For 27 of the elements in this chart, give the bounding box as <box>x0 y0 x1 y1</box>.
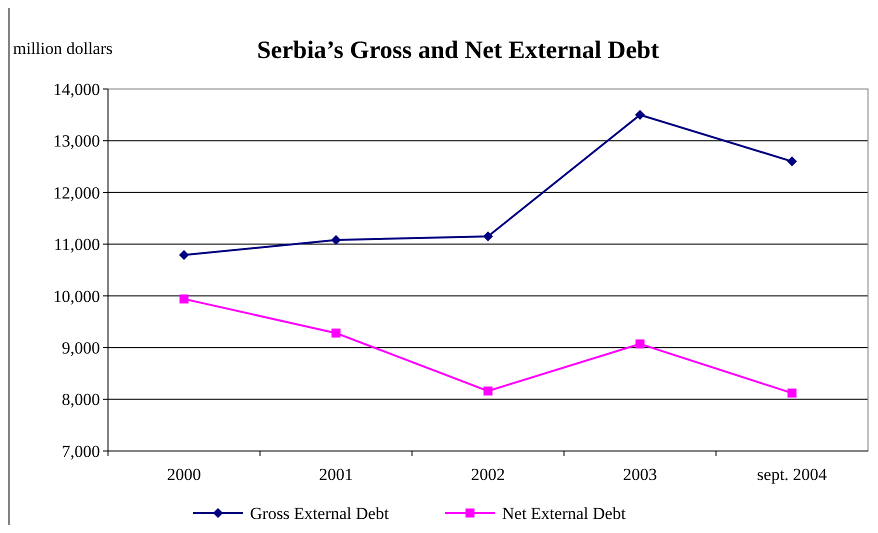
y-axis-title: million dollars <box>13 39 113 58</box>
point <box>484 386 492 396</box>
y-tick-label: 11,000 <box>54 235 100 254</box>
y-tick-label: 12,000 <box>53 183 100 202</box>
point <box>180 294 188 304</box>
legend-label: Gross External Debt <box>250 504 390 523</box>
y-tick-label: 10,000 <box>53 286 100 306</box>
point <box>635 110 645 120</box>
y-tick-label: 9,000 <box>62 338 100 358</box>
chart-title: Serbia’s Gross and Net External Debt <box>256 37 660 64</box>
point <box>331 235 341 246</box>
x-tick-label: 2000 <box>167 465 201 484</box>
point <box>788 388 796 398</box>
y-tick-label: 7,000 <box>62 442 100 461</box>
y-tick-label: 14,000 <box>53 80 100 99</box>
y-tick-label: 8,000 <box>62 390 100 410</box>
x-tick-label: sept. 2004 <box>757 465 828 484</box>
legend-label: Net External Debt <box>502 504 626 523</box>
x-tick-label: 2002 <box>471 465 505 484</box>
point <box>636 339 644 348</box>
point <box>179 250 189 260</box>
point <box>483 231 493 242</box>
point <box>787 156 797 166</box>
x-tick-label: 2003 <box>623 465 657 484</box>
point <box>332 328 340 338</box>
x-tick-label: 2001 <box>319 465 353 484</box>
y-tick-label: 13,000 <box>53 132 100 151</box>
